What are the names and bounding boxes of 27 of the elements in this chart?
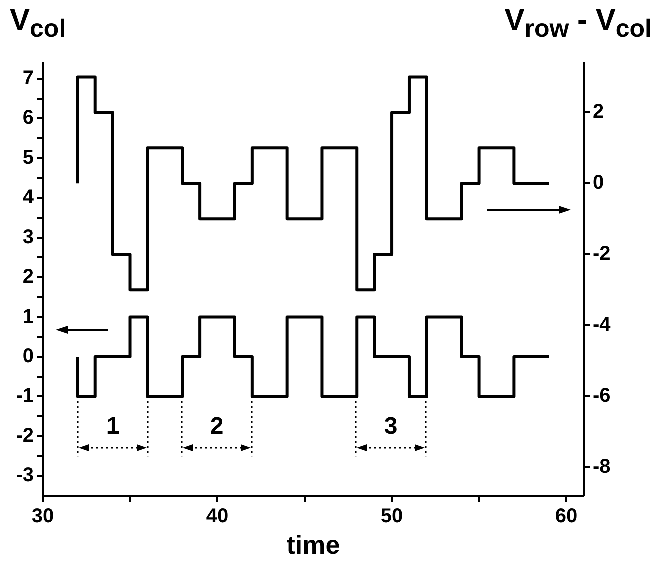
x-axis-title: time: [286, 530, 342, 560]
x-tick-label: 50: [380, 506, 404, 528]
y2-tick-label: -6: [593, 385, 611, 408]
y2-tick-label: -8: [593, 456, 611, 478]
y-tick-label: -2: [16, 424, 34, 447]
y-tick-label: 1: [22, 306, 34, 328]
y2-tick-label: -4: [593, 314, 612, 336]
x-tick-label: 40: [206, 506, 229, 528]
y-tick-label: 4: [22, 186, 35, 209]
y2-tick-label: 2: [593, 101, 604, 124]
y-tick-label: -3: [16, 464, 34, 487]
y2-axis-title: V$_{row}$ - V$_{col}$: [504, 4, 652, 43]
annotation: 2: [209, 412, 225, 440]
y-tick-label: 7: [22, 67, 34, 90]
y-tick-label: 5: [22, 146, 34, 169]
x-tick-label: 30: [32, 506, 54, 528]
y-axis-title: V$_{col}$: [10, 4, 66, 43]
y-tick-label: 3: [22, 226, 34, 248]
y-tick-label: 2: [22, 266, 34, 288]
y-tick-label: -1: [16, 385, 34, 408]
y-tick-label: 0: [22, 345, 34, 368]
y2-tick-label: -2: [593, 243, 611, 266]
y2-tick-label: 0: [593, 172, 604, 194]
annotation: 3: [383, 412, 399, 440]
annotation: 1: [105, 412, 121, 440]
y-tick-label: 6: [22, 107, 34, 130]
x-tick-label: 60: [555, 506, 578, 528]
